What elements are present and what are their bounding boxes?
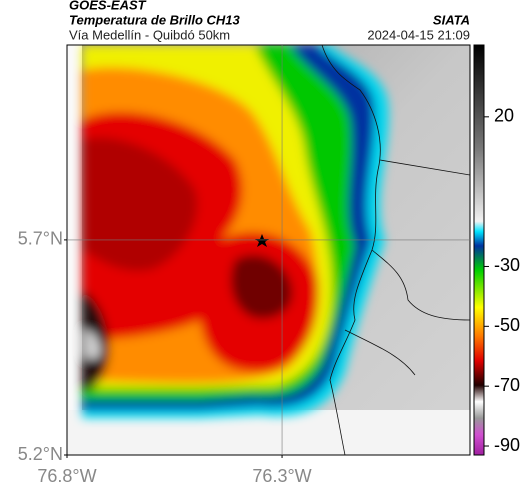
borders	[321, 45, 470, 455]
location-marker	[255, 234, 269, 247]
lat-tick-label: 5.7°N	[18, 229, 63, 249]
colorbar-tick-label: -30	[494, 255, 520, 275]
subtitle: Temperatura de Brillo CH13	[69, 12, 241, 27]
colorbar-tick-label: -50	[494, 315, 520, 335]
lat-tick-label: 5.2°N	[18, 444, 63, 464]
route: Vía Medellín - Quibdó 50km	[69, 27, 230, 42]
colorbar-tick-label: -90	[494, 435, 520, 455]
title: GOES-EAST	[69, 0, 147, 12]
colorbar-tick-label: 20	[494, 106, 514, 126]
lon-tick-label: 76.8°W	[37, 466, 96, 486]
colorbar-tick-label: -70	[494, 375, 520, 395]
lon-tick-label: 76.3°W	[252, 466, 311, 486]
map-frame	[66, 44, 471, 456]
colorbar	[473, 44, 485, 456]
source: SIATA	[433, 12, 470, 27]
timestamp: 2024-04-15 21:09	[367, 27, 470, 42]
satellite-image	[67, 45, 470, 455]
